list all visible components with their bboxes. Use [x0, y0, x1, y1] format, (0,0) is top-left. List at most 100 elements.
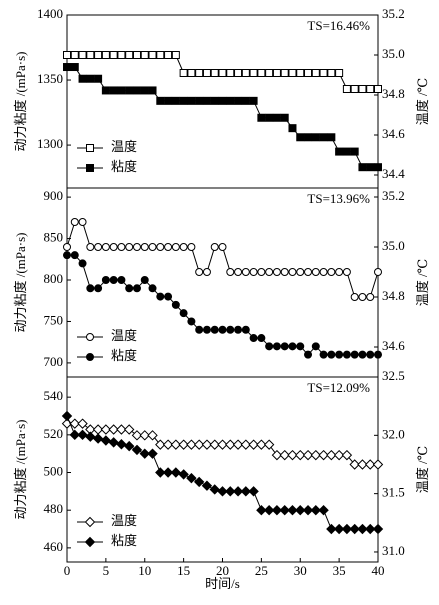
data-point	[234, 96, 243, 105]
data-point	[241, 69, 250, 77]
data-point	[101, 243, 110, 251]
data-point	[117, 276, 126, 285]
data-point	[288, 69, 297, 77]
data-point	[178, 439, 189, 450]
data-point	[296, 342, 305, 351]
legend-marker	[84, 516, 96, 528]
data-point	[257, 268, 266, 276]
data-point	[358, 163, 367, 172]
data-point	[241, 325, 250, 334]
data-point	[187, 243, 196, 251]
data-point	[256, 439, 267, 450]
data-point	[304, 268, 313, 276]
data-point	[218, 325, 227, 334]
data-point	[335, 268, 344, 276]
data-point	[171, 51, 180, 59]
data-point	[209, 484, 220, 495]
data-point	[372, 523, 384, 535]
data-point	[162, 467, 174, 478]
data-point	[140, 276, 149, 285]
data-point	[333, 449, 345, 461]
data-point	[202, 69, 211, 77]
data-point	[374, 350, 382, 359]
data-point	[179, 309, 188, 318]
data-point	[92, 433, 104, 444]
data-point	[295, 449, 306, 461]
data-point	[210, 325, 219, 334]
data-point	[374, 85, 382, 93]
data-point	[193, 476, 205, 488]
data-point	[140, 243, 149, 251]
data-point	[225, 439, 236, 450]
x-tick-label: 25	[255, 563, 268, 578]
x-tick-label: 30	[294, 563, 307, 578]
x-tick-label: 15	[177, 563, 190, 578]
legend-marker	[86, 164, 94, 172]
data-point	[63, 243, 71, 251]
legend-marker	[86, 353, 94, 361]
data-point	[94, 284, 103, 293]
data-point	[148, 51, 157, 59]
data-point	[357, 459, 368, 470]
data-point	[63, 63, 71, 72]
data-point	[77, 418, 88, 429]
data-point	[179, 96, 188, 105]
data-point	[132, 243, 141, 251]
y-axis-label: 动力粘度 /(mPa·s)	[13, 51, 28, 151]
data-point	[147, 430, 158, 441]
data-point	[117, 51, 126, 59]
y-tick-label: 750	[44, 312, 64, 327]
data-point	[256, 504, 267, 516]
data-point	[202, 268, 211, 276]
y2-axis-label: 温度 /℃	[415, 446, 430, 493]
data-point	[232, 439, 244, 450]
data-point	[234, 325, 243, 334]
data-point	[187, 96, 196, 105]
data-point	[288, 268, 297, 276]
data-point	[257, 113, 266, 122]
data-point	[217, 439, 228, 450]
data-point	[280, 69, 289, 77]
data-point	[171, 96, 180, 105]
data-point	[186, 472, 197, 484]
legend-marker	[84, 536, 96, 548]
data-point	[171, 243, 180, 251]
data-point	[257, 69, 266, 77]
y-tick-label: 700	[44, 354, 64, 369]
data-point	[164, 51, 173, 59]
data-point	[109, 243, 118, 251]
y-tick-label: 520	[44, 426, 64, 441]
data-point	[170, 439, 182, 450]
data-point	[63, 51, 71, 59]
data-point	[70, 251, 79, 260]
data-point	[280, 113, 289, 122]
y2-tick-label: 35.0	[382, 238, 405, 253]
legend-label: 温度	[111, 139, 137, 154]
data-point	[210, 243, 219, 251]
data-point	[248, 439, 259, 450]
data-point	[226, 268, 235, 276]
data-point	[311, 133, 320, 142]
data-point	[116, 439, 127, 450]
y-tick-label: 1400	[37, 6, 63, 21]
data-point	[164, 243, 173, 251]
data-point	[94, 243, 103, 251]
data-point	[116, 424, 127, 435]
data-point	[327, 69, 336, 77]
y-axis-label: 动力粘度 /(mPa·s)	[13, 419, 28, 519]
data-point	[125, 86, 134, 95]
data-point	[209, 439, 220, 450]
data-point	[125, 284, 134, 293]
data-point	[94, 51, 103, 59]
data-point	[296, 268, 305, 276]
data-point	[241, 96, 250, 105]
data-point	[326, 523, 337, 535]
data-point	[272, 268, 281, 276]
legend-label: 粘度	[111, 348, 137, 363]
data-point	[70, 63, 79, 72]
data-point	[342, 85, 351, 93]
data-point	[279, 449, 290, 461]
data-point	[319, 69, 328, 77]
data-point	[101, 276, 110, 285]
data-point	[248, 486, 259, 497]
